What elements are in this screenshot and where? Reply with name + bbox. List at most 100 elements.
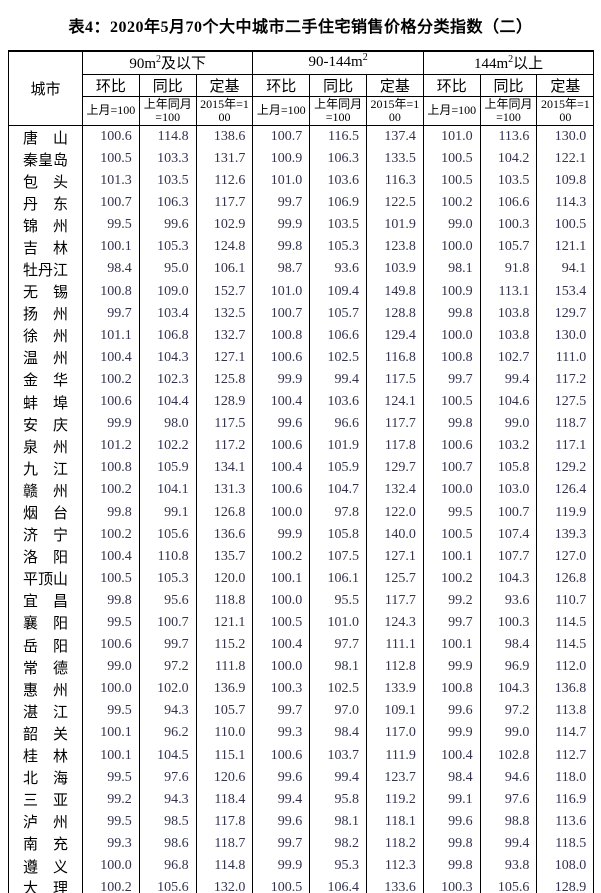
index-value: 95.3 (309, 854, 367, 878)
index-value: 116.8 (366, 346, 424, 369)
index-value: 100.0 (82, 854, 140, 878)
index-value: 97.7 (309, 634, 367, 657)
base-period-header: 2015年=100 (366, 96, 424, 127)
index-value: 99.9 (82, 413, 140, 436)
index-value: 100.0 (252, 589, 311, 612)
index-value: 105.7 (195, 700, 254, 723)
index-value: 110.7 (536, 589, 595, 612)
table-row: 泉 州 101.2 102.2 117.2 100.6 101.9 117.8 100.6 10… (8, 435, 595, 458)
index-value: 96.6 (309, 413, 367, 436)
table-row: 常 德 99.0 97.2 111.8 100.0 98.1 112.8 99.9 96.9 11… (8, 656, 595, 679)
index-value: 99.5 (82, 611, 140, 635)
page-title: 表4：2020年5月70个大中城市二手住宅销售价格分类指数（二） (68, 19, 533, 36)
index-value: 116.3 (366, 170, 424, 193)
index-value: 132.4 (366, 479, 424, 502)
index-value: 98.4 (479, 634, 538, 657)
index-value: 97.2 (138, 656, 197, 679)
index-value: 117.2 (536, 368, 595, 391)
table-row: 丹 东 100.7 106.3 117.7 99.7 106.9 122.5 100.2 106… (8, 192, 595, 215)
index-value: 99.9 (252, 368, 311, 391)
index-value: 98.0 (138, 413, 197, 436)
index-value: 112.6 (195, 170, 254, 193)
index-value: 96.9 (479, 656, 538, 679)
index-value: 99.9 (252, 854, 311, 878)
table-row: 锦 州 99.5 99.6 102.9 99.9 103.5 101.9 99.0 100.3 1… (8, 214, 595, 237)
base-period-header: 上月=100 (422, 96, 481, 127)
index-value: 105.6 (138, 523, 197, 546)
table-row: 岳 阳 100.6 99.7 115.2 100.4 97.7 111.1 100.1 98.4… (8, 634, 595, 657)
city-column-header: 城市 (8, 51, 83, 127)
index-value: 100.0 (252, 501, 311, 524)
index-value: 126.4 (536, 479, 595, 502)
index-value: 100.4 (252, 634, 311, 657)
index-value: 99.8 (422, 413, 481, 436)
index-value: 100.2 (82, 368, 140, 391)
index-value: 101.1 (82, 324, 140, 347)
index-value: 136.9 (195, 678, 254, 701)
city-name: 蚌 埠 (8, 391, 83, 414)
ratio-header: 定基 (195, 74, 254, 97)
city-name: 唐 山 (8, 125, 83, 148)
index-value: 138.6 (195, 125, 254, 148)
index-value: 102.2 (138, 435, 197, 458)
index-value: 100.2 (82, 877, 140, 893)
index-value: 99.7 (252, 192, 311, 215)
index-value: 132.7 (195, 324, 254, 347)
index-value: 102.8 (479, 744, 538, 767)
index-value: 100.7 (252, 302, 311, 325)
index-value: 99.6 (252, 810, 311, 833)
table-row: 九 江 100.8 105.9 134.1 100.4 105.9 129.7 100.7 10… (8, 457, 595, 480)
table-header: 城市 90m2及以下 90-144m2 144m2以上 环比 同比 定基 环比 同比 定基 环比… (8, 51, 595, 127)
index-value: 102.7 (479, 346, 538, 369)
index-value: 109.8 (536, 170, 595, 193)
index-value: 105.6 (479, 877, 538, 893)
index-value: 103.6 (309, 391, 367, 414)
group-header-2: 144m2以上 (422, 51, 595, 75)
city-name: 洛 阳 (8, 545, 83, 568)
index-value: 103.9 (366, 258, 424, 281)
index-value: 130.0 (536, 324, 595, 347)
index-value: 100.5 (252, 877, 311, 893)
index-value: 128.9 (195, 391, 254, 414)
index-value: 100.5 (422, 170, 481, 193)
index-value: 99.7 (422, 611, 481, 635)
index-value: 101.0 (252, 280, 311, 303)
table-row: 平顶山 100.5 105.3 120.0 100.1 106.1 125.7 100.2 10… (8, 567, 595, 590)
index-value: 127.1 (195, 346, 254, 369)
index-value: 99.7 (138, 634, 197, 657)
table-row: 扬 州 99.7 103.4 132.5 100.7 105.7 128.8 99.8 103.… (8, 302, 595, 325)
index-value: 114.7 (536, 722, 595, 745)
index-value: 99.3 (82, 832, 140, 855)
index-value: 128.8 (366, 302, 424, 325)
index-value: 100.5 (422, 523, 481, 546)
index-value: 100.6 (422, 435, 481, 458)
index-value: 100.0 (82, 678, 140, 701)
index-value: 99.5 (82, 766, 140, 789)
index-value: 99.4 (309, 368, 367, 391)
index-value: 100.6 (252, 346, 311, 369)
index-value: 100.8 (82, 457, 140, 480)
index-value: 103.5 (138, 170, 197, 193)
index-value: 133.9 (366, 678, 424, 701)
index-value: 122.1 (536, 147, 595, 171)
index-value: 133.6 (366, 877, 424, 893)
table-row: 温 州 100.4 104.3 127.1 100.6 102.5 116.8 100.8 10… (8, 346, 595, 369)
index-value: 100.3 (479, 611, 538, 635)
index-value: 93.6 (479, 589, 538, 612)
table-row: 济 宁 100.2 105.6 136.6 99.9 105.8 140.0 100.5 107… (8, 523, 595, 546)
index-value: 105.7 (309, 302, 367, 325)
table-row: 韶 关 100.1 96.2 110.0 99.3 98.4 117.0 99.9 99.0 11… (8, 722, 595, 745)
index-value: 102.5 (309, 346, 367, 369)
index-value: 100.5 (82, 567, 140, 590)
index-value: 116.5 (309, 125, 367, 148)
index-value: 99.2 (82, 788, 140, 811)
index-value: 118.1 (366, 810, 424, 833)
index-value: 99.0 (479, 413, 538, 436)
index-value: 112.3 (366, 854, 424, 878)
index-value: 105.6 (138, 877, 197, 893)
index-value: 98.5 (138, 810, 197, 833)
index-value: 114.5 (536, 634, 595, 657)
index-value: 94.3 (138, 700, 197, 723)
index-value: 149.8 (366, 280, 424, 303)
city-name: 牡丹江 (8, 258, 83, 281)
